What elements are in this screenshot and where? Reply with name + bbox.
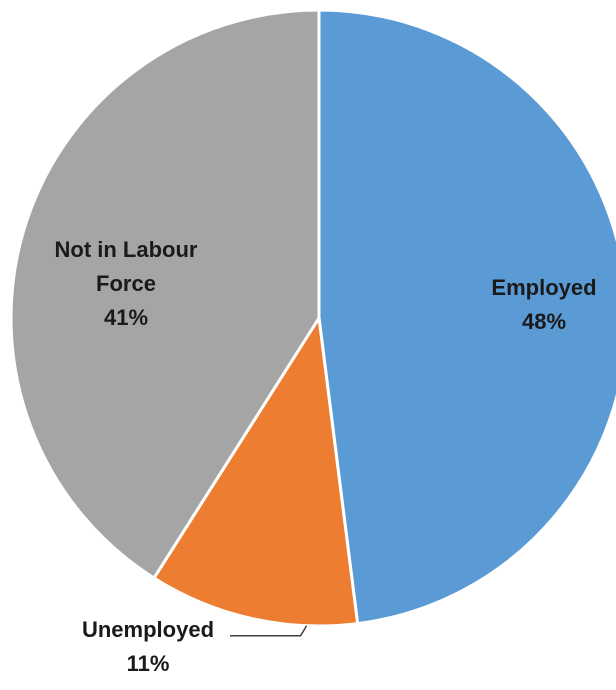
slice-labels: Employed 48% Unemployed 11% Not in Labour For… [55,237,597,676]
pie-slices [9,8,616,628]
pie-slice-unemployed [152,316,360,628]
leader-lines [230,625,308,637]
slice-label-not-in-labour-force: Not in Labour Force 41% [55,237,198,330]
slice-label-unemployed: Unemployed 11% [82,617,214,676]
pie-slice-not-in-labour-force [9,8,321,580]
pie-slice-employed [317,8,616,626]
slice-label-employed: Employed 48% [491,275,596,334]
leader-line-unemployed [230,625,308,637]
